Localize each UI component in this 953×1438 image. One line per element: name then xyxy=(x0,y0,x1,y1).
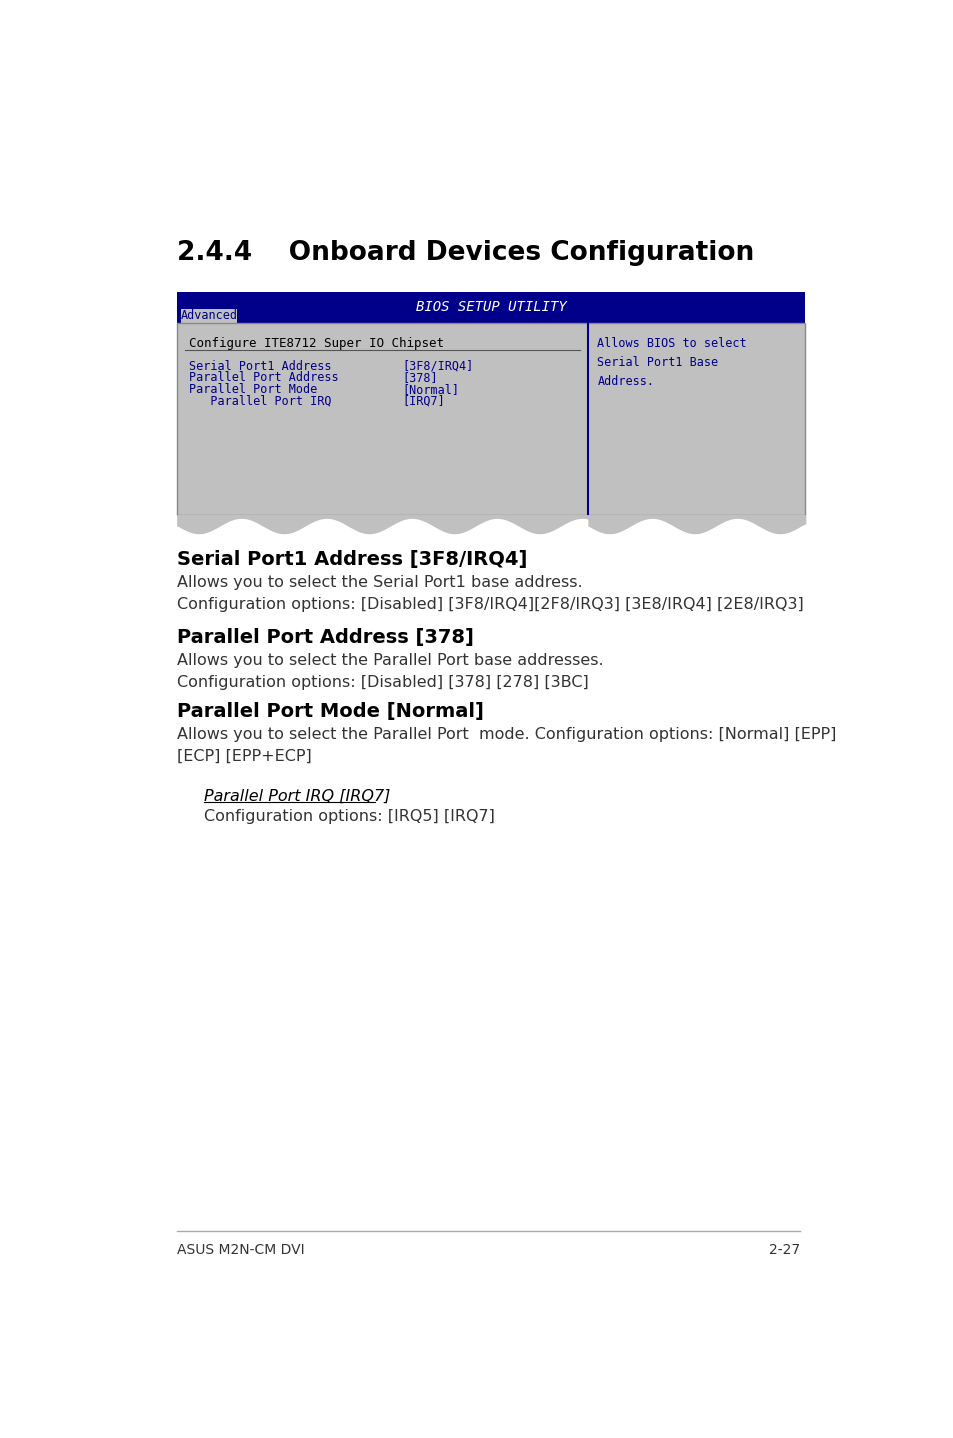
Text: Serial Port1 Address [3F8/IRQ4]: Serial Port1 Address [3F8/IRQ4] xyxy=(177,549,527,569)
Text: Allows you to select the Parallel Port base addresses.
Configuration options: [D: Allows you to select the Parallel Port b… xyxy=(177,653,603,690)
FancyBboxPatch shape xyxy=(181,309,236,322)
Text: ASUS M2N-CM DVI: ASUS M2N-CM DVI xyxy=(177,1242,305,1257)
Text: Configure ITE8712 Super IO Chipset: Configure ITE8712 Super IO Chipset xyxy=(189,336,443,349)
Text: Parallel Port Mode [Normal]: Parallel Port Mode [Normal] xyxy=(177,702,484,722)
Text: BIOS SETUP UTILITY: BIOS SETUP UTILITY xyxy=(416,301,566,315)
Text: Advanced: Advanced xyxy=(180,309,237,322)
Text: [3F8/IRQ4]: [3F8/IRQ4] xyxy=(402,360,473,372)
Text: 2.4.4    Onboard Devices Configuration: 2.4.4 Onboard Devices Configuration xyxy=(177,240,754,266)
Text: Parallel Port IRQ: Parallel Port IRQ xyxy=(189,394,331,407)
Text: [378]: [378] xyxy=(402,371,437,384)
Text: Parallel Port Address [378]: Parallel Port Address [378] xyxy=(177,628,474,647)
FancyBboxPatch shape xyxy=(177,292,804,322)
Text: 2-27: 2-27 xyxy=(768,1242,800,1257)
Text: [IRQ7]: [IRQ7] xyxy=(402,394,444,407)
FancyBboxPatch shape xyxy=(177,322,804,515)
Text: Allows you to select the Parallel Port  mode. Configuration options: [Normal] [E: Allows you to select the Parallel Port m… xyxy=(177,728,836,764)
Text: Parallel Port IRQ [IRQ7]: Parallel Port IRQ [IRQ7] xyxy=(204,788,391,804)
Text: Parallel Port Address: Parallel Port Address xyxy=(189,371,338,384)
Text: Parallel Port Mode: Parallel Port Mode xyxy=(189,383,317,395)
Text: Allows you to select the Serial Port1 base address.
Configuration options: [Disa: Allows you to select the Serial Port1 ba… xyxy=(177,575,803,611)
Text: Serial Port1 Address: Serial Port1 Address xyxy=(189,360,331,372)
Text: Configuration options: [IRQ5] [IRQ7]: Configuration options: [IRQ5] [IRQ7] xyxy=(204,808,495,824)
Text: [Normal]: [Normal] xyxy=(402,383,458,395)
Text: Allows BIOS to select
Serial Port1 Base
Address.: Allows BIOS to select Serial Port1 Base … xyxy=(597,336,746,388)
